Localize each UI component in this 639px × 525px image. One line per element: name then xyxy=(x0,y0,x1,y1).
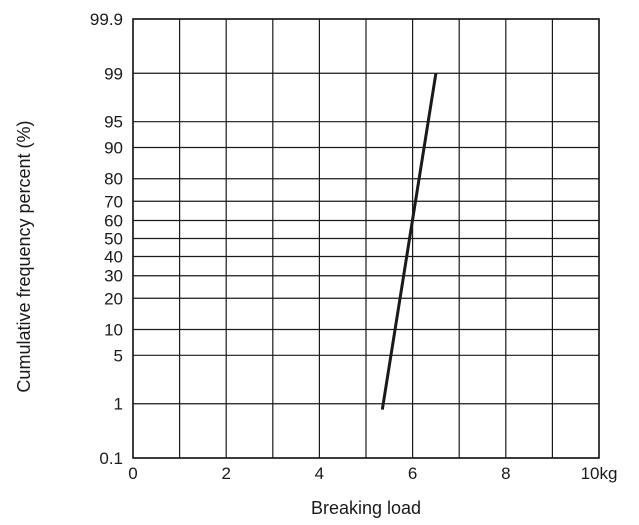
y-axis-title: Cumulative frequency percent (%) xyxy=(14,120,34,392)
series-layer xyxy=(380,73,438,410)
y-tick-label: 10 xyxy=(104,321,123,340)
y-tick-label: 90 xyxy=(104,138,123,157)
y-tick-label: 1 xyxy=(114,395,123,414)
y-tick-label: 99 xyxy=(104,64,123,83)
y-tick-label: 60 xyxy=(104,212,123,231)
y-tick-label: 70 xyxy=(104,192,123,211)
y-tick-label: 50 xyxy=(104,230,123,249)
plot-frame xyxy=(132,18,600,459)
x-tick-label: 10kg xyxy=(581,464,618,483)
x-tick-label: 0 xyxy=(128,464,137,483)
y-tick-label: 20 xyxy=(104,289,123,308)
x-tick-label: 4 xyxy=(315,464,324,483)
x-tick-label: 8 xyxy=(501,464,510,483)
x-axis-title: Breaking load xyxy=(311,498,421,518)
x-tick-label: 2 xyxy=(221,464,230,483)
y-tick-label: 99.9 xyxy=(90,10,123,29)
y-tick-label: 95 xyxy=(104,113,123,132)
y-tick-label: 30 xyxy=(104,267,123,286)
y-tick-label: 5 xyxy=(114,346,123,365)
chart-grid xyxy=(132,18,600,459)
series-line xyxy=(380,73,438,410)
x-tick-label: 6 xyxy=(408,464,417,483)
y-tick-label: 0.1 xyxy=(99,449,123,468)
y-tick-label: 80 xyxy=(104,170,123,189)
y-tick-label: 40 xyxy=(104,247,123,266)
